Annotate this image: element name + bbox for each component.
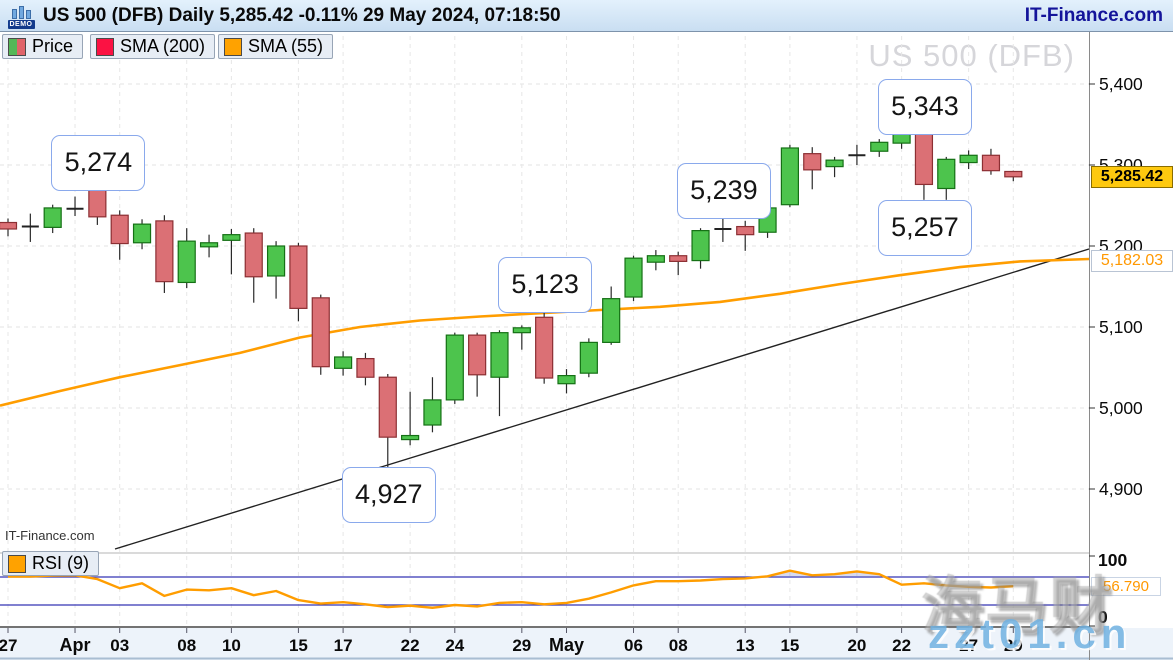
legend-sma200[interactable]: SMA (200) bbox=[90, 34, 216, 59]
svg-text:100: 100 bbox=[1098, 550, 1127, 570]
chart-title: US 500 (DFB) Daily 5,285.42 -0.11% 29 Ma… bbox=[43, 4, 561, 26]
svg-text:May: May bbox=[549, 635, 584, 655]
svg-text:17: 17 bbox=[334, 636, 353, 655]
svg-text:03: 03 bbox=[110, 636, 129, 655]
svg-text:27: 27 bbox=[959, 636, 978, 655]
price-annotation: 5,257 bbox=[877, 199, 972, 256]
svg-text:5,400: 5,400 bbox=[1099, 74, 1143, 94]
svg-text:06: 06 bbox=[624, 636, 643, 655]
legend-sma55[interactable]: SMA (55) bbox=[218, 34, 334, 59]
svg-text:20: 20 bbox=[847, 636, 866, 655]
rsi-value-tag: 56.790 bbox=[1091, 577, 1161, 597]
watermark-chinese: 海马财经 bbox=[922, 573, 1115, 642]
svg-text:5,000: 5,000 bbox=[1099, 398, 1143, 418]
price-annotation: 5,343 bbox=[877, 79, 972, 136]
svg-text:Apr: Apr bbox=[60, 635, 91, 655]
demo-badge: DEMO bbox=[6, 3, 36, 29]
title-bar: DEMO US 500 (DFB) Daily 5,285.42 -0.11% … bbox=[0, 0, 1173, 32]
sma55-value-tag: 5,182.03 bbox=[1091, 249, 1173, 272]
svg-text:22: 22 bbox=[401, 636, 420, 655]
svg-text:10: 10 bbox=[222, 636, 241, 655]
demo-label: DEMO bbox=[7, 19, 35, 29]
legend-rsi[interactable]: RSI (9) bbox=[2, 551, 100, 576]
svg-text:22: 22 bbox=[892, 636, 911, 655]
sma55-swatch-icon bbox=[224, 37, 242, 56]
last-price-tag: 5,285.42 bbox=[1091, 165, 1173, 188]
svg-text:24: 24 bbox=[445, 636, 464, 655]
watermark-url: zzt01.cn bbox=[928, 610, 1132, 657]
price-annotation: 5,274 bbox=[51, 135, 146, 192]
legend-price[interactable]: Price bbox=[2, 34, 84, 59]
symbol-watermark: US 500 (DFB) bbox=[868, 38, 1075, 73]
svg-text:15: 15 bbox=[780, 636, 799, 655]
price-swatch-icon bbox=[8, 37, 26, 56]
svg-text:15: 15 bbox=[289, 636, 308, 655]
svg-text:29: 29 bbox=[1004, 636, 1023, 655]
brand-link[interactable]: IT-Finance.com bbox=[1024, 4, 1163, 26]
sma200-swatch-icon bbox=[96, 37, 114, 56]
price-annotation: 5,239 bbox=[676, 163, 771, 220]
svg-text:13: 13 bbox=[736, 636, 755, 655]
chart-brand-small: IT-Finance.com bbox=[5, 528, 95, 543]
rsi-swatch-icon bbox=[8, 554, 26, 573]
mini-candles-icon bbox=[11, 5, 31, 19]
svg-text:4,900: 4,900 bbox=[1099, 479, 1143, 499]
svg-text:29: 29 bbox=[512, 636, 531, 655]
svg-text:08: 08 bbox=[177, 636, 196, 655]
price-annotation: 4,927 bbox=[341, 467, 436, 524]
svg-text:08: 08 bbox=[669, 636, 688, 655]
svg-text:5,100: 5,100 bbox=[1099, 317, 1143, 337]
price-annotation: 5,123 bbox=[498, 257, 593, 314]
svg-text:27: 27 bbox=[0, 636, 17, 655]
svg-text:0: 0 bbox=[1098, 607, 1108, 627]
